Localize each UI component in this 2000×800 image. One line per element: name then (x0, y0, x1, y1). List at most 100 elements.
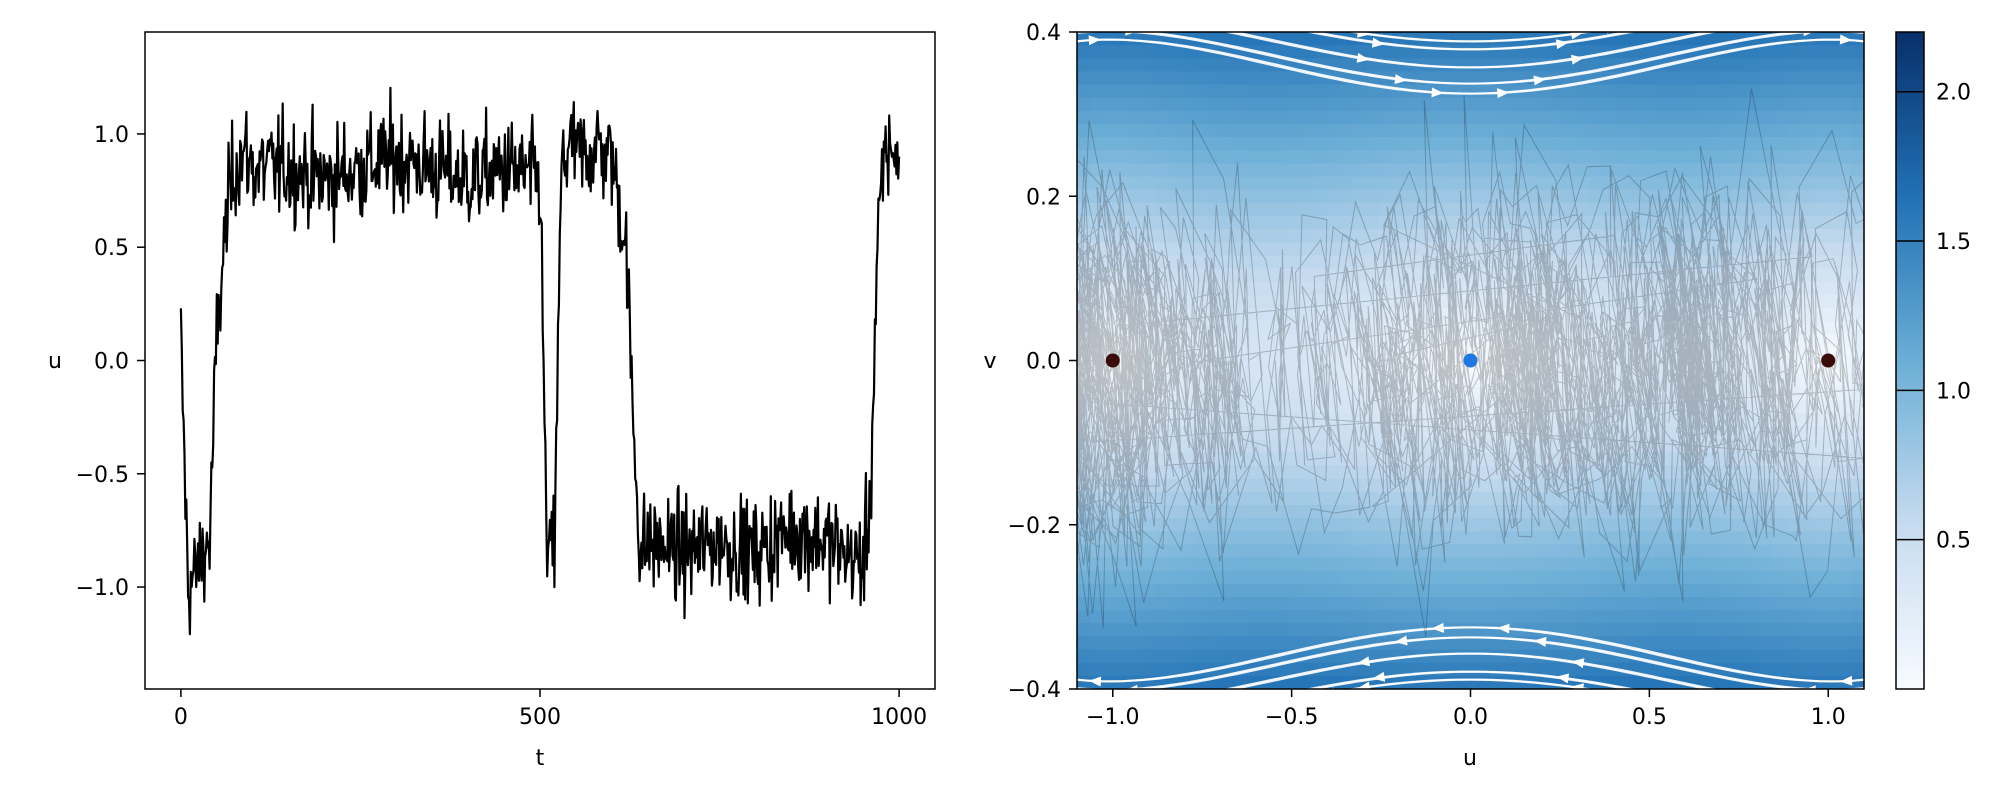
heatmap-cell (1536, 570, 1550, 585)
heatmap-cell (1313, 583, 1327, 598)
heatmap-cell (1273, 229, 1288, 243)
heatmap-cell (1575, 150, 1590, 164)
heatmap-cell (1234, 71, 1249, 86)
heatmap-cell (1260, 123, 1275, 138)
heatmap-cell (1732, 255, 1747, 270)
heatmap-cell (1142, 623, 1157, 638)
heatmap-cell (1299, 610, 1314, 624)
heatmap-cell (1654, 557, 1668, 572)
heatmap-cell (1116, 202, 1131, 217)
heatmap-cell (1772, 110, 1786, 125)
heatmap-cell (1536, 518, 1550, 532)
heatmap-cell (1798, 334, 1813, 348)
heatmap-cell (1247, 321, 1262, 335)
heatmap-cell (1641, 347, 1655, 362)
heatmap-cell (1299, 623, 1314, 638)
heatmap-cell (1339, 531, 1354, 546)
heatmap-cell (1719, 255, 1734, 270)
heatmap-cell (1850, 583, 1864, 598)
heatmap-cell (1142, 150, 1157, 164)
heatmap-cell (1431, 307, 1445, 322)
heatmap-cell (1549, 347, 1563, 362)
streamline-arrow (1555, 39, 1569, 50)
heatmap-cell (1745, 386, 1760, 401)
heatmap-cell (1129, 163, 1144, 178)
heatmap-cell (1824, 307, 1839, 322)
heatmap-cell (1811, 242, 1826, 256)
heatmap-cell (1627, 583, 1642, 598)
heatmap-cell (1719, 123, 1734, 138)
heatmap-cell (1365, 347, 1380, 362)
heatmap-cell (1509, 518, 1524, 532)
heatmap-cell (1339, 189, 1354, 204)
heatmap-cell (1181, 150, 1196, 164)
heatmap-cell (1168, 347, 1183, 362)
heatmap-cell (1168, 334, 1183, 348)
heatmap-cell (1195, 294, 1209, 309)
heatmap-cell (1418, 321, 1432, 335)
heatmap-cell (1641, 321, 1655, 335)
heatmap-cell (1719, 623, 1734, 638)
heatmap-cell (1299, 518, 1314, 532)
heatmap-cell (1522, 610, 1537, 624)
heatmap-cell (1273, 268, 1288, 283)
heatmap-cell (1811, 294, 1826, 309)
heatmap-cell (1772, 347, 1786, 362)
heatmap-cell (1116, 426, 1131, 440)
heatmap-cell (1234, 531, 1249, 546)
heatmap-cell (1654, 610, 1668, 624)
heatmap-cell (1090, 623, 1104, 638)
heatmap-cell (1667, 452, 1681, 467)
heatmap-cell (1719, 399, 1734, 414)
heatmap-cell (1234, 321, 1249, 335)
heatmap-cell (1654, 478, 1668, 493)
heatmap-cell (1654, 334, 1668, 348)
heatmap-cell (1208, 176, 1222, 191)
heatmap-cell (1260, 491, 1275, 506)
heatmap-cell (1365, 163, 1380, 178)
heatmap-cell (1339, 150, 1354, 164)
heatmap-cell (1273, 255, 1288, 270)
heatmap-cell (1680, 360, 1695, 375)
heatmap-cell (1404, 399, 1419, 414)
heatmap-cell (1759, 386, 1773, 401)
heatmap-cell (1103, 150, 1117, 164)
heatmap-cell (1077, 189, 1091, 204)
heatmap-cell (1641, 268, 1655, 283)
heatmap-cell (1444, 58, 1458, 73)
heatmap-cell (1431, 662, 1445, 677)
heatmap-cell (1641, 439, 1655, 454)
heatmap-cell (1077, 84, 1091, 99)
heatmap-cell (1116, 583, 1131, 598)
heatmap-cell (1837, 373, 1852, 388)
heatmap-cell (1391, 150, 1406, 164)
heatmap-cell (1221, 373, 1235, 388)
heatmap-cell (1116, 544, 1131, 559)
heatmap-cell (1496, 465, 1511, 480)
heatmap-cell (1326, 373, 1340, 388)
heatmap-cell (1575, 413, 1590, 427)
heatmap-cell (1470, 255, 1485, 270)
heatmap-cell (1850, 623, 1864, 638)
heatmap-cell (1247, 163, 1262, 178)
heatmap-cell (1404, 544, 1419, 559)
heatmap-cell (1129, 58, 1144, 73)
heatmap-cell (1286, 45, 1301, 59)
heatmap-cell (1772, 360, 1786, 375)
heatmap-cell (1168, 610, 1183, 624)
heatmap-cell (1116, 518, 1131, 532)
heatmap-cell (1509, 570, 1524, 585)
heatmap-cell (1142, 255, 1157, 270)
heatmap-cell (1090, 202, 1104, 217)
heatmap-cell (1759, 307, 1773, 322)
heatmap-cell (1680, 570, 1695, 585)
heatmap-cell (1142, 189, 1157, 204)
heatmap-cell (1798, 662, 1813, 677)
heatmap-cell (1562, 452, 1577, 467)
heatmap-cell (1116, 229, 1131, 243)
heatmap-cell (1654, 71, 1668, 86)
heatmap-cell (1129, 176, 1144, 191)
heatmap-cell (1418, 452, 1432, 467)
heatmap-cell (1614, 137, 1629, 151)
heatmap-cell (1260, 307, 1275, 322)
